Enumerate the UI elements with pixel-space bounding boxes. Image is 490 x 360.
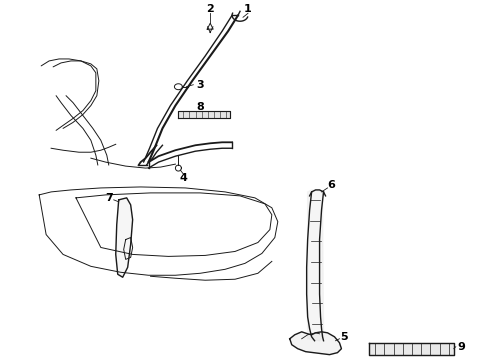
Polygon shape	[369, 343, 454, 355]
Text: 8: 8	[196, 102, 204, 112]
Text: 3: 3	[196, 80, 204, 90]
Polygon shape	[290, 332, 342, 355]
Polygon shape	[116, 198, 133, 277]
Text: 6: 6	[328, 180, 336, 190]
Text: 7: 7	[105, 193, 113, 203]
Text: 2: 2	[206, 4, 214, 14]
Polygon shape	[178, 111, 230, 118]
Polygon shape	[308, 190, 323, 341]
Text: 9: 9	[458, 342, 466, 352]
Text: 1: 1	[244, 4, 252, 14]
Text: 4: 4	[179, 173, 187, 183]
Text: 5: 5	[341, 332, 348, 342]
